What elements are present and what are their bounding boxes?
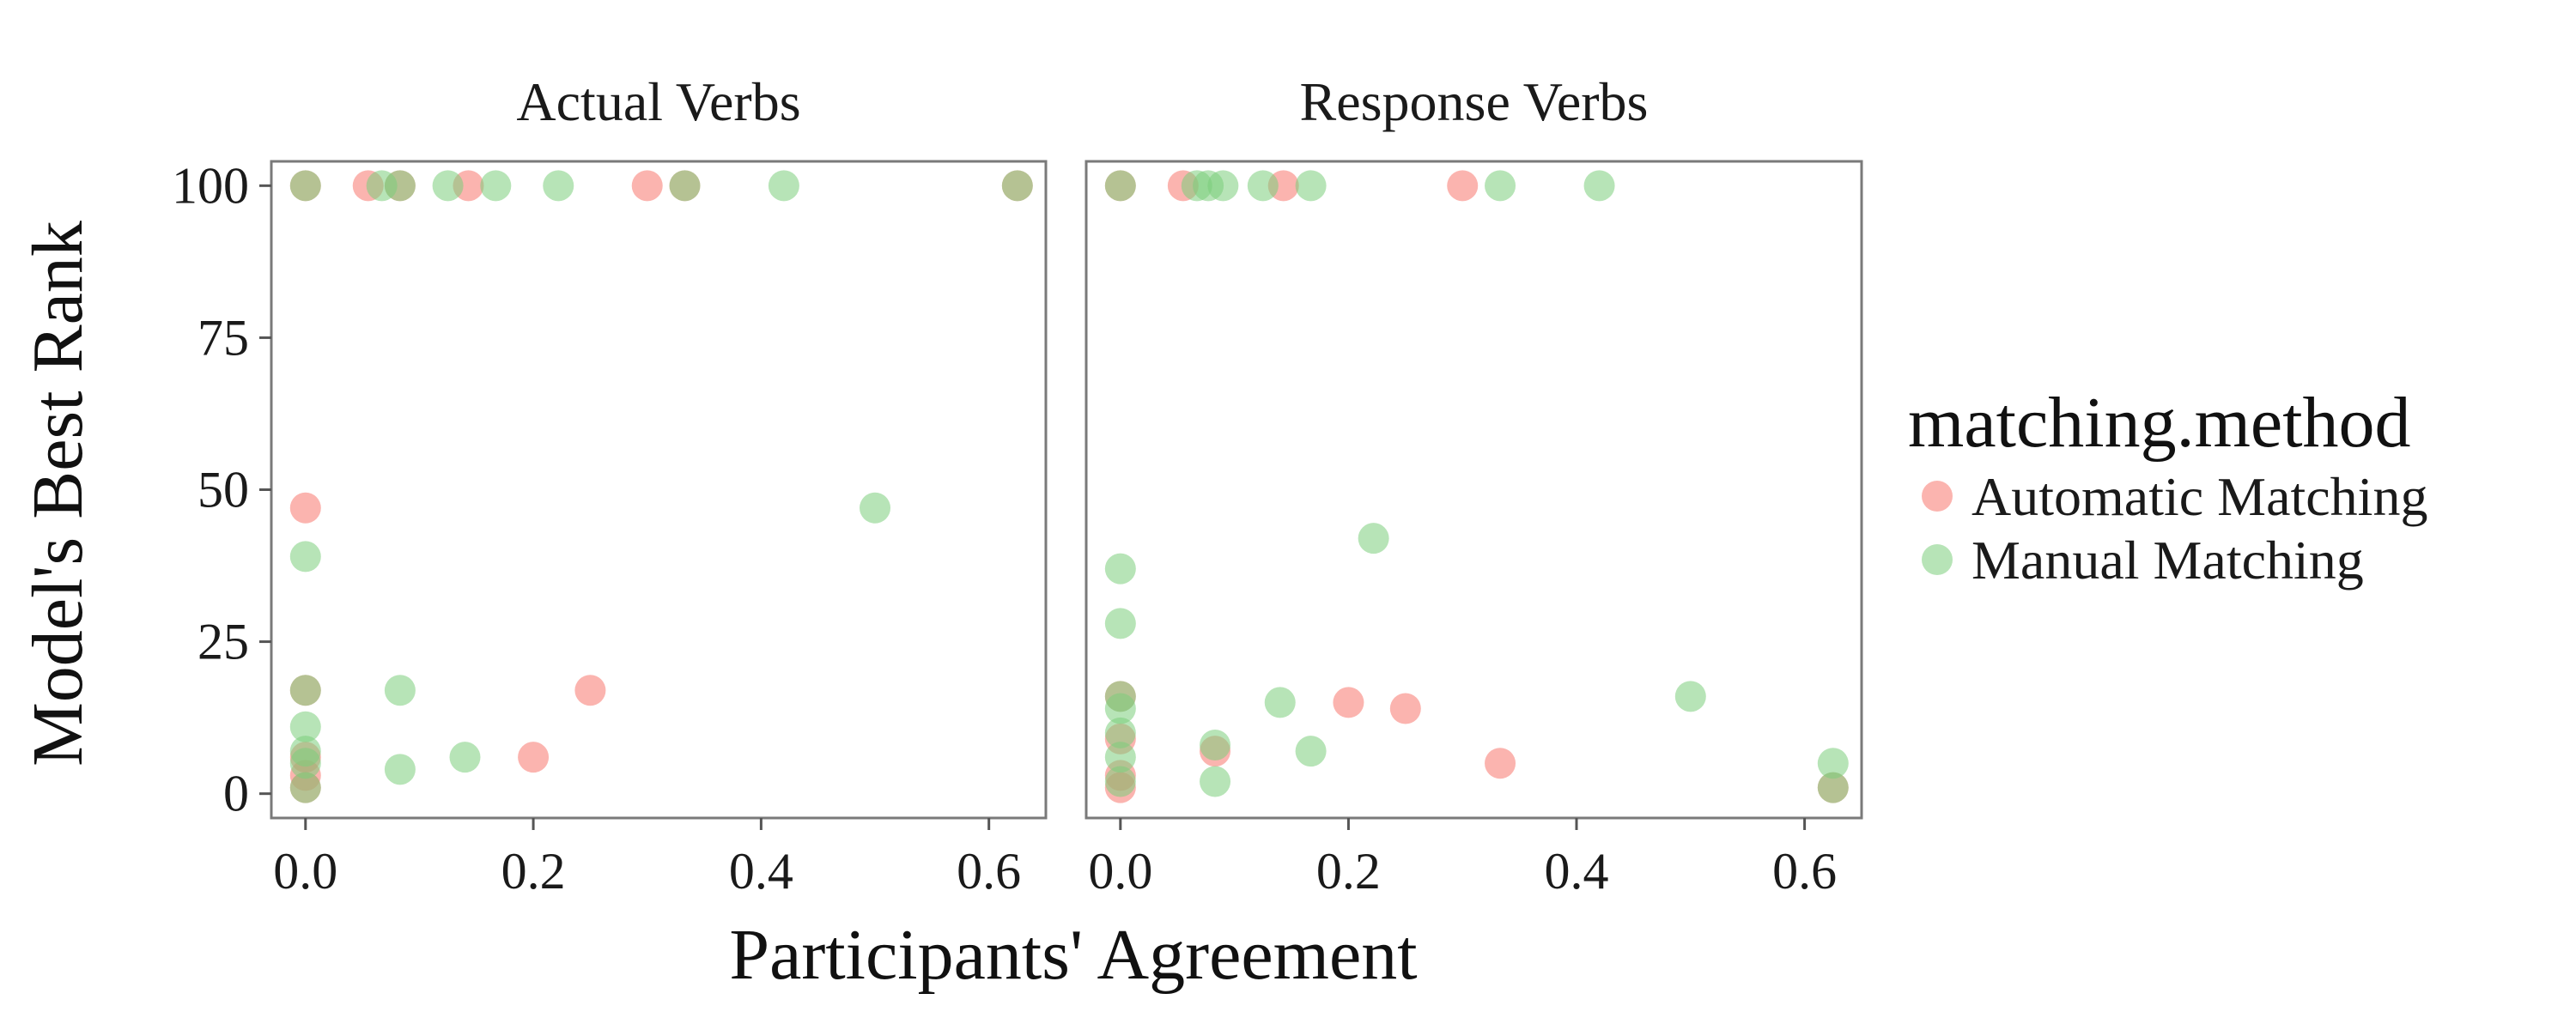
data-point [1358,523,1389,554]
data-point [1104,553,1136,585]
data-point [1295,170,1327,202]
x-tick-label: 0.6 [957,843,1021,900]
panel-frame [270,160,1048,820]
data-point [289,170,321,202]
x-tick-label: 0.6 [1772,843,1837,900]
panel-frame [1084,160,1863,820]
x-tick-label: 0.2 [501,843,566,900]
legend-key [1922,481,1953,512]
data-point [289,492,321,524]
data-point [1485,170,1516,202]
legend-label: Automatic Matching [1971,466,2427,527]
data-point [631,170,663,202]
data-point [1817,748,1849,779]
data-point [574,675,606,706]
data-point [669,170,701,202]
facet-panel: Response Verbs 0.0 0.2 0.4 0.6 [1084,71,1863,900]
x-tick-label: 0.4 [729,843,793,900]
data-point [1447,170,1479,202]
data-point [1264,687,1296,718]
facet-title: Actual Verbs [516,71,800,132]
data-point [449,742,481,773]
data-point [289,541,321,573]
legend-key [1922,544,1953,575]
data-point [384,675,416,706]
y-tick-label: 75 [197,309,249,366]
data-point [1247,170,1279,202]
x-tick-label: 0.4 [1545,843,1609,900]
x-tick-label: 0.0 [273,843,337,900]
data-point [384,170,416,202]
facet-title: Response Verbs [1300,71,1649,132]
data-point [1583,170,1615,202]
y-tick-label: 50 [197,462,249,518]
data-point [289,675,321,706]
data-point [480,170,512,202]
facet-panels: Actual Verbs 0.0 0.2 0.4 0.6 0 25 50 75 100 Respon… [172,71,1863,900]
series-points [1104,170,1849,803]
x-axis-title: Participants' Agreement [729,915,1417,995]
data-point [289,772,321,803]
data-point [1104,742,1136,773]
data-point [768,170,799,202]
y-axis-title: Model's Best Rank [18,221,98,766]
legend-title: matching.method [1908,383,2411,463]
data-point [1333,687,1364,718]
data-point [1200,730,1231,760]
data-point [289,748,321,779]
x-tick-label: 0.2 [1316,843,1381,900]
data-point [1389,693,1421,724]
facet-panel: Actual Verbs 0.0 0.2 0.4 0.6 0 25 50 75 100 [172,71,1048,900]
data-point [1104,766,1136,797]
data-point [1104,717,1136,748]
x-tick-label: 0.0 [1088,843,1152,900]
axis-titles: Participants' Agreement Model's Best Ran… [18,221,1418,995]
data-point [432,170,464,202]
data-point [518,742,550,773]
legend-label: Manual Matching [1971,530,2364,591]
data-point [1674,681,1706,712]
series-points [289,170,1033,803]
y-tick-label: 0 [223,766,249,822]
data-point [1200,766,1231,797]
data-point [1104,170,1136,202]
data-point [1207,170,1239,202]
data-point [289,711,321,742]
y-tick-label: 100 [172,157,249,214]
data-point [1295,736,1327,767]
legend: matching.method Automatic MatchingManual… [1908,383,2427,591]
data-point [1001,170,1033,202]
data-point [1817,772,1849,803]
data-point [543,170,574,202]
data-point [384,754,416,785]
y-tick-label: 25 [197,614,249,670]
data-point [1485,748,1516,779]
data-point [860,492,891,524]
data-point [1104,608,1136,639]
data-point [1104,693,1136,724]
